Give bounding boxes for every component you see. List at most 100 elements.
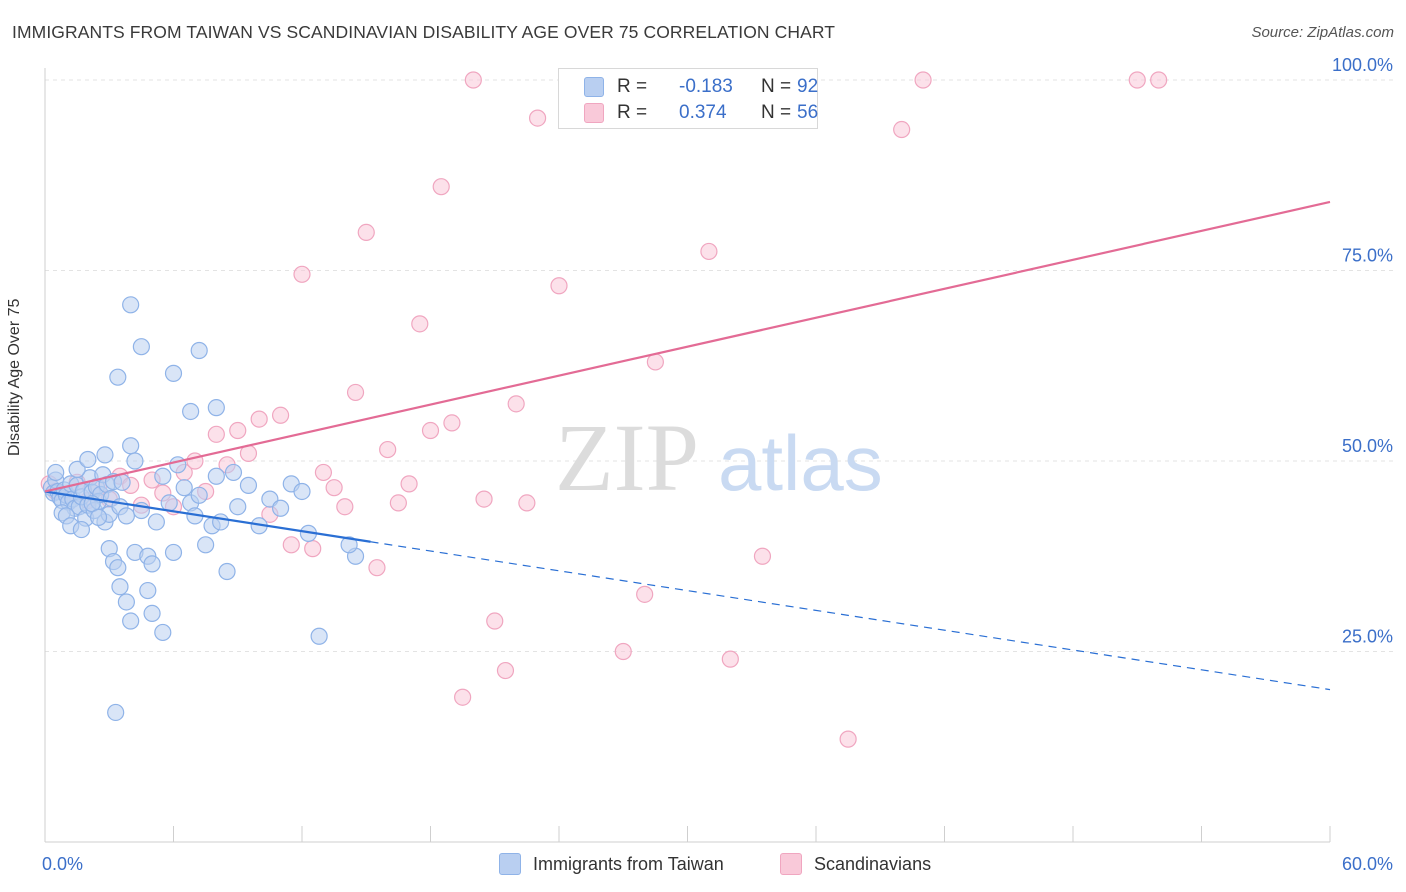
scandinavian-point <box>325 479 343 497</box>
taiwan-point <box>113 473 131 491</box>
taiwan-point <box>107 703 125 722</box>
scandinavian-point <box>389 494 407 512</box>
scandinavian-trend-line <box>44 200 1331 493</box>
watermark-zip: ZIP <box>555 404 699 511</box>
taiwan-point <box>68 460 86 478</box>
scandinavian-point <box>614 642 632 661</box>
taiwan-point <box>229 498 247 516</box>
scandinavian-point <box>636 585 654 603</box>
scandinavian-point <box>893 120 911 139</box>
x-tick-label: 0.0% <box>42 854 83 874</box>
chart-title: IMMIGRANTS FROM TAIWAN VS SCANDINAVIAN D… <box>12 22 836 42</box>
legend-n-label: N = <box>761 76 792 97</box>
taiwan-point <box>109 368 127 386</box>
taiwan-point <box>164 364 183 382</box>
watermark: ZIP atlas <box>555 404 883 511</box>
scandinavian-point <box>1150 71 1168 89</box>
scandinavian-point <box>1128 71 1146 89</box>
correlation-legend: R = -0.183 N = 92 R = 0.374 N = 56 <box>558 68 818 129</box>
taiwan-point <box>164 543 183 562</box>
taiwan-point <box>207 399 225 417</box>
legend-r-label: R = <box>617 102 648 123</box>
taiwan-point <box>122 612 140 630</box>
scandinavian-point <box>721 650 739 668</box>
taiwan-point <box>197 536 215 554</box>
taiwan-point <box>89 508 108 526</box>
legend-r-value: -0.183 <box>679 76 733 97</box>
scandinavian-point <box>507 395 525 413</box>
y-axis-label: Disability Age Over 75 <box>6 298 23 456</box>
taiwan-point <box>154 623 172 642</box>
legend-label-scandinavians: Scandinavians <box>814 853 932 874</box>
taiwan-point <box>132 338 150 356</box>
taiwan-point <box>212 513 230 531</box>
scandinavian-point <box>400 475 418 493</box>
legend-item-taiwan[interactable]: Immigrants from Taiwan <box>499 852 724 876</box>
scandinavian-point <box>411 315 429 333</box>
taiwan-trend-extension <box>370 541 1331 691</box>
scandinavian-point <box>496 661 515 680</box>
taiwan-point <box>207 467 225 485</box>
scandinavian-point <box>443 414 461 432</box>
taiwan-point <box>160 494 178 512</box>
taiwan-point <box>47 463 65 482</box>
scandinavian-point <box>346 383 365 402</box>
legend-swatch-blue <box>584 77 604 97</box>
taiwan-point <box>310 627 328 645</box>
scandinavian-point <box>368 559 386 577</box>
legend-swatch-pink <box>780 853 802 875</box>
trend-lines <box>44 200 1331 691</box>
scandinavian-point <box>454 688 472 706</box>
x-tick-label: 60.0% <box>1342 854 1393 874</box>
taiwan-point <box>190 341 208 360</box>
taiwan-point <box>340 536 358 554</box>
scandinavian-point <box>357 223 375 241</box>
taiwan-point <box>122 296 140 314</box>
taiwan-point <box>218 562 236 581</box>
scandinavian-point <box>421 421 440 440</box>
taiwan-point <box>271 499 290 517</box>
scandinavian-point <box>293 265 311 283</box>
taiwan-point <box>126 452 144 470</box>
taiwan-point <box>154 467 172 485</box>
y-tick-label: 25.0% <box>1342 627 1393 647</box>
scandinavian-point <box>753 547 772 565</box>
legend-r-value: 0.374 <box>679 102 727 123</box>
taiwan-point <box>190 486 208 504</box>
legend-item-scandinavians[interactable]: Scandinavians <box>780 852 931 876</box>
scandinavian-point <box>282 536 300 554</box>
scandinavian-point <box>379 440 397 459</box>
legend-label-taiwan: Immigrants from Taiwan <box>533 853 724 874</box>
taiwan-point <box>175 479 193 497</box>
scandinavian-point <box>229 421 247 440</box>
taiwan-point <box>96 446 114 464</box>
y-tick-label: 75.0% <box>1342 246 1393 266</box>
scandinavian-point <box>432 178 450 196</box>
axes <box>44 68 1331 843</box>
source-label: Source: ZipAtlas.com <box>1251 24 1394 41</box>
scandinavian-point <box>550 277 568 295</box>
scandinavian-point <box>518 494 536 512</box>
legend-r-label: R = <box>617 76 648 97</box>
legend-n-value: 56 <box>797 102 819 123</box>
scandinavian-point <box>250 410 268 428</box>
scandinavian-point <box>304 540 322 558</box>
legend-swatch-pink <box>584 103 604 123</box>
taiwan-point <box>239 476 258 494</box>
taiwan-point <box>293 482 311 501</box>
scandinavian-point <box>464 71 482 89</box>
taiwan-point <box>117 507 135 525</box>
taiwan-point <box>109 559 127 577</box>
scandinavian-point <box>914 71 932 89</box>
taiwan-point <box>72 520 91 539</box>
scandinavian-point <box>839 730 857 748</box>
legend-n-label: N = <box>761 102 792 123</box>
taiwan-point <box>147 513 165 531</box>
y-tick-label: 50.0% <box>1342 436 1393 456</box>
taiwan-point <box>79 450 97 469</box>
y-tick-label: 100.0% <box>1332 55 1393 75</box>
taiwan-point <box>139 581 157 600</box>
taiwan-point <box>122 437 140 455</box>
taiwan-points <box>42 296 365 722</box>
